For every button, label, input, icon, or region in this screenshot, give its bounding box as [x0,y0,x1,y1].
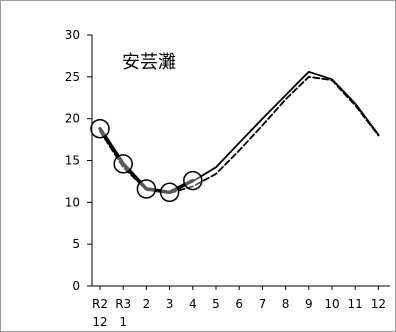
x-tick-label: 10 [324,297,339,311]
observed-point-marker [113,154,133,174]
x-tick-label: R2 [92,297,108,311]
x-tick-label: 9 [305,297,313,311]
series-layer [99,70,380,195]
y-tick-label: 25 [65,70,80,84]
x-tick-label: 5 [212,297,220,311]
x-tick-label: 4 [189,297,197,311]
chart-axes [87,34,390,290]
observed-point-marker [183,170,203,191]
x-tick-label: 11 [348,297,363,311]
x-tick-label-line2: 1 [119,315,127,329]
observed-point-marker [90,118,110,139]
x-tick-label-line2: 12 [92,315,107,329]
y-tick-label: 10 [65,195,80,209]
x-tick-label: 2 [143,297,151,311]
x-tick-label: 12 [371,297,386,311]
chart-title: 安芸灘 [122,52,176,73]
y-tick-label: 15 [65,154,80,168]
observed-point-marker [136,179,157,199]
x-tick-label: R3 [115,297,131,311]
y-tick-label: 5 [72,237,80,251]
x-tick-label: 3 [166,297,174,311]
y-tick-label: 30 [65,28,80,42]
marker-layer [90,118,203,203]
x-tick-label: 8 [282,297,290,311]
observed-point-marker [159,182,180,203]
series-line-solid [99,70,380,195]
x-tick-label: 7 [259,297,267,311]
y-tick-labels: 0 5 10 15 20 25 30 [65,28,80,293]
y-tick-label: 20 [65,112,80,126]
x-tick-label: 6 [235,297,243,311]
series-line-dashed [99,75,380,195]
y-tick-label: 0 [72,279,80,293]
